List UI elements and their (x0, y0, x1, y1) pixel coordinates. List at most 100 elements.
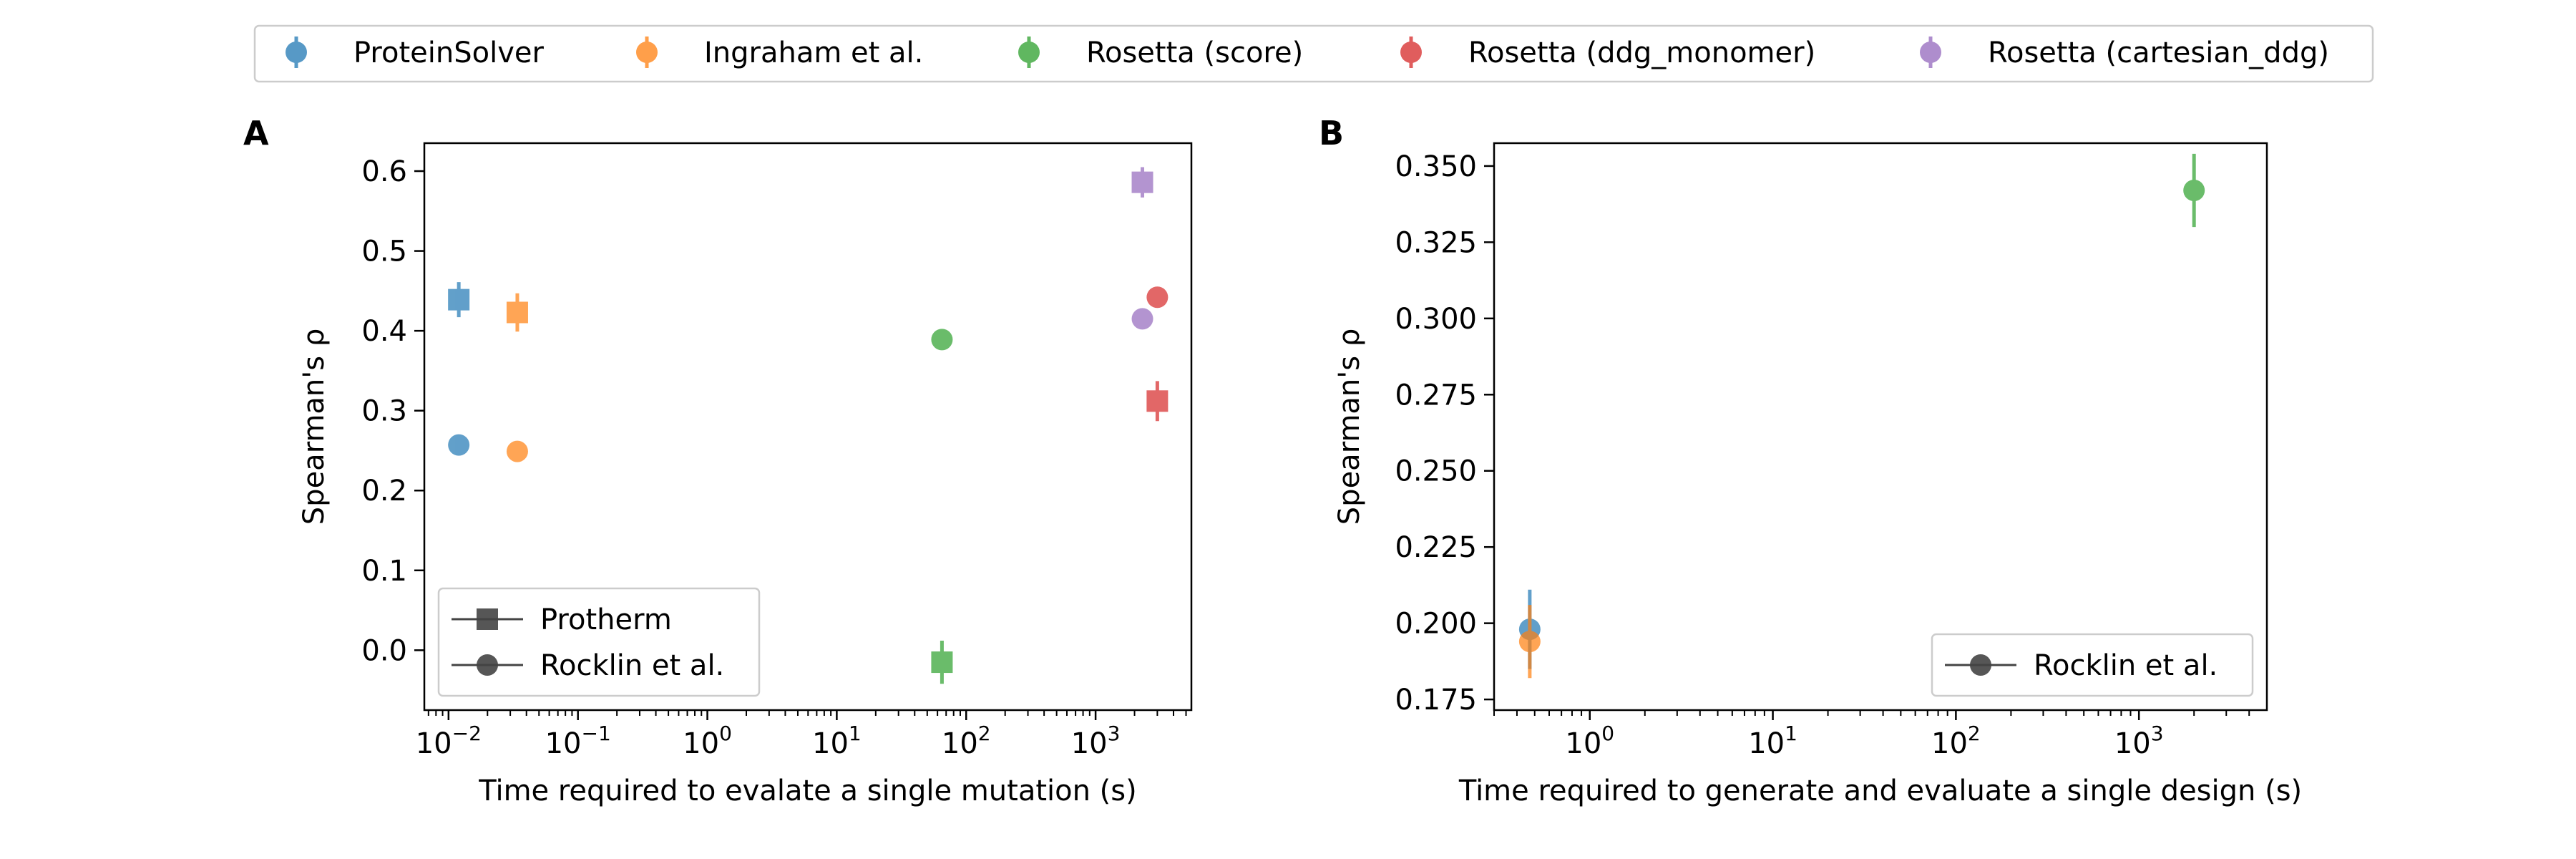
panel-a-letter: A (243, 114, 269, 152)
panel-b-y-axis-label: Spearman's ρ (1333, 329, 1366, 525)
series-legend-label: Ingraham et al. (704, 37, 923, 69)
y-tick-label: 0.5 (361, 236, 407, 268)
circle-marker (1131, 308, 1153, 330)
data-point (1131, 167, 1153, 198)
y-tick-label: 0.200 (1395, 608, 1477, 641)
series-legend-marker (636, 37, 658, 68)
marker-legend-frame (437, 587, 761, 697)
panel-a-marker-legend: Protherm Rocklin et al. (437, 587, 761, 697)
circle-marker (931, 329, 953, 351)
x-tick-label-base: 10 (942, 727, 978, 760)
series-legend-marker (1920, 37, 1941, 68)
circle-marker (1518, 631, 1541, 653)
panel-a: A 10−2 10−1 100 101 102 1030.00.10.20.30.40.5… (243, 114, 1193, 807)
marker-legend-label: Rocklin et al. (2034, 649, 2218, 682)
series-legend-label: Rosetta (score) (1086, 37, 1303, 69)
data-point (2183, 153, 2205, 228)
series-legend-dot (1400, 42, 1422, 63)
y-tick-label: 0.225 (1395, 531, 1477, 564)
data-point (931, 329, 953, 351)
circle-marker (448, 434, 470, 456)
data-point (1131, 308, 1153, 330)
series-legend-frame (253, 24, 2374, 83)
panel-b-plot-frame (1493, 142, 2268, 712)
x-tick-label-exponent: −2 (452, 722, 482, 745)
data-point (931, 640, 953, 684)
series-legend-marker (1018, 37, 1040, 68)
data-point (1518, 605, 1541, 679)
y-tick-label: 0.275 (1395, 379, 1477, 412)
y-tick-label: 0.350 (1395, 150, 1477, 183)
square-marker (1146, 390, 1169, 412)
x-tick-label-base: 10 (1565, 727, 1601, 760)
y-tick-label: 0.175 (1395, 684, 1477, 717)
y-tick-label: 0.0 (361, 634, 407, 667)
data-point (506, 440, 528, 462)
marker-legend-frame (1931, 633, 2254, 697)
x-tick-label: 102 (1931, 722, 1981, 760)
x-tick-label-exponent: −1 (582, 722, 611, 745)
circle-marker (1146, 286, 1169, 309)
x-tick-label-exponent: 0 (719, 722, 732, 745)
x-tick-label-base: 10 (812, 727, 849, 760)
x-tick-label: 100 (683, 722, 732, 760)
circle-marker (506, 440, 528, 462)
panel-a-y-axis-label: Spearman's ρ (298, 329, 331, 525)
circle-legend-marker (477, 654, 498, 676)
square-marker (1131, 171, 1153, 193)
x-tick-label-base: 10 (2114, 727, 2151, 760)
x-tick-label-base: 10 (1071, 727, 1108, 760)
series-legend-dot (1920, 42, 1941, 63)
x-tick-label-exponent: 1 (1785, 722, 1797, 745)
y-tick-label: 0.250 (1395, 455, 1477, 488)
y-tick-label: 0.300 (1395, 303, 1477, 336)
x-tick-label-exponent: 0 (1601, 722, 1614, 745)
marker-legend-label: Protherm (540, 603, 672, 636)
y-tick-label: 0.2 (361, 475, 407, 508)
circle-legend-marker (1970, 654, 1991, 676)
panel-b-points (1518, 153, 2205, 679)
series-legend-dot (286, 42, 307, 63)
x-tick-label-exponent: 3 (1108, 722, 1121, 745)
x-tick-label: 100 (1565, 722, 1614, 760)
panel-b-marker-legend: Rocklin et al. (1931, 633, 2254, 697)
data-point (448, 282, 470, 318)
marker-legend-label: Rocklin et al. (540, 649, 724, 682)
square-marker (506, 301, 528, 324)
panel-a-x-axis-label: Time required to evalate a single mutati… (478, 775, 1136, 807)
x-tick-label: 102 (942, 722, 991, 760)
x-tick-label: 10−2 (416, 722, 482, 760)
x-tick-label-exponent: 2 (1968, 722, 1981, 745)
data-point (1146, 381, 1169, 422)
panel-a-ticks: 10−2 10−1 100 101 102 1030.00.10.20.30.40.50.… (361, 155, 1187, 760)
y-tick-label: 0.6 (361, 155, 407, 188)
x-tick-label: 101 (812, 722, 862, 760)
square-marker (931, 651, 953, 674)
x-tick-label-base: 10 (683, 727, 719, 760)
x-tick-label-exponent: 1 (849, 722, 862, 745)
x-tick-label-base: 10 (1748, 727, 1785, 760)
series-legend-label: Rosetta (ddg_monomer) (1468, 37, 1815, 69)
x-tick-label-exponent: 3 (2151, 722, 2164, 745)
x-tick-label-base: 10 (1931, 727, 1968, 760)
panel-b-x-axis-label: Time required to generate and evaluate a… (1458, 775, 2302, 807)
x-tick-label: 10−1 (545, 722, 611, 760)
panel-b-letter: B (1319, 114, 1344, 152)
panel-b-ticks: 100 101 102 1030.1750.2000.2250.2500.2750.3… (1395, 150, 2250, 760)
y-tick-label: 0.1 (361, 555, 407, 588)
square-legend-marker (477, 608, 498, 630)
x-tick-label-base: 10 (545, 727, 582, 760)
x-tick-label-base: 10 (416, 727, 452, 760)
series-legend-marker (286, 37, 307, 68)
y-tick-label: 0.3 (361, 395, 407, 428)
x-tick-label: 103 (2114, 722, 2164, 760)
panel-b: B 100 101 102 1030.1750.2000.2250.2500.2750… (1319, 114, 2302, 807)
series-legend-dot (1018, 42, 1040, 63)
data-point (506, 293, 528, 332)
data-point (448, 434, 470, 456)
series-legend-marker (1400, 37, 1422, 68)
x-tick-label-exponent: 2 (978, 722, 991, 745)
x-tick-label: 101 (1748, 722, 1797, 760)
x-tick-label: 103 (1071, 722, 1121, 760)
